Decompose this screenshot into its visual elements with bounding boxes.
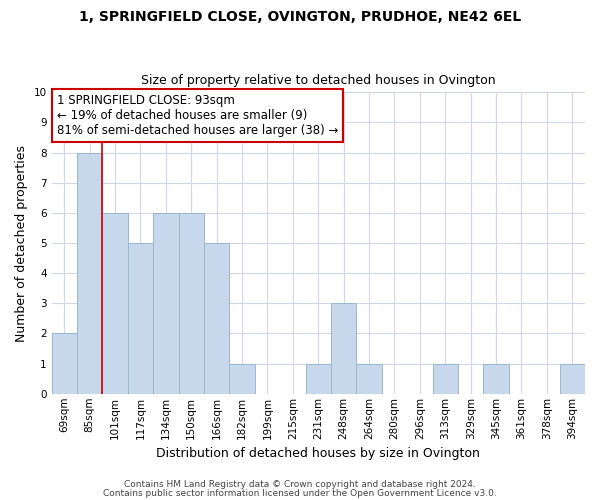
Text: Contains HM Land Registry data © Crown copyright and database right 2024.: Contains HM Land Registry data © Crown c… bbox=[124, 480, 476, 489]
Bar bbox=[229, 364, 255, 394]
Text: Contains public sector information licensed under the Open Government Licence v3: Contains public sector information licen… bbox=[103, 488, 497, 498]
X-axis label: Distribution of detached houses by size in Ovington: Distribution of detached houses by size … bbox=[157, 447, 480, 460]
Bar bbox=[179, 213, 204, 394]
Text: 1 SPRINGFIELD CLOSE: 93sqm
← 19% of detached houses are smaller (9)
81% of semi-: 1 SPRINGFIELD CLOSE: 93sqm ← 19% of deta… bbox=[57, 94, 338, 137]
Text: 1, SPRINGFIELD CLOSE, OVINGTON, PRUDHOE, NE42 6EL: 1, SPRINGFIELD CLOSE, OVINGTON, PRUDHOE,… bbox=[79, 10, 521, 24]
Bar bbox=[153, 213, 179, 394]
Title: Size of property relative to detached houses in Ovington: Size of property relative to detached ho… bbox=[141, 74, 496, 87]
Bar bbox=[52, 334, 77, 394]
Bar bbox=[560, 364, 585, 394]
Bar bbox=[77, 152, 103, 394]
Bar bbox=[484, 364, 509, 394]
Bar bbox=[204, 243, 229, 394]
Bar bbox=[128, 243, 153, 394]
Bar bbox=[103, 213, 128, 394]
Bar bbox=[305, 364, 331, 394]
Bar bbox=[331, 304, 356, 394]
Bar bbox=[356, 364, 382, 394]
Y-axis label: Number of detached properties: Number of detached properties bbox=[15, 144, 28, 342]
Bar bbox=[433, 364, 458, 394]
